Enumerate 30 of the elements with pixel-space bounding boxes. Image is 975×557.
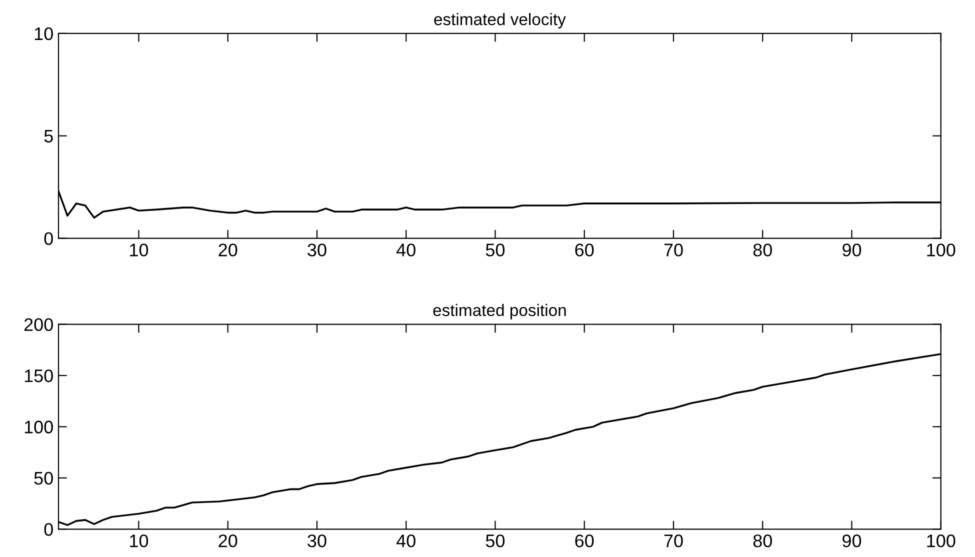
x-tick-label: 80 [753, 534, 772, 548]
x-tick-label: 100 [927, 244, 956, 256]
y-tick-label: 0 [44, 523, 53, 536]
y-tick-label: 200 [24, 318, 53, 332]
y-tick-label: 0 [44, 232, 53, 245]
chart-title: estimated velocity [434, 13, 566, 29]
x-tick-label: 20 [218, 534, 238, 548]
x-tick-label: 50 [486, 244, 505, 256]
x-tick-label: 80 [753, 244, 772, 256]
y-tick-label: 50 [34, 472, 53, 485]
x-tick-label: 60 [575, 534, 594, 548]
y-tick-label: 100 [24, 420, 53, 434]
x-tick-label: 10 [130, 534, 148, 548]
y-tick-label: 5 [44, 130, 53, 143]
y-tick-label: 10 [34, 27, 53, 40]
y-tick-label: 150 [24, 369, 53, 382]
x-tick-label: 90 [842, 244, 862, 256]
x-tick-label: 90 [842, 534, 862, 548]
x-tick-label: 20 [218, 244, 238, 256]
x-tick-label: 30 [308, 534, 326, 548]
x-tick-label: 50 [486, 534, 505, 548]
chart-title: estimated position [433, 304, 566, 320]
x-tick-label: 70 [664, 534, 683, 548]
x-tick-label: 70 [664, 244, 683, 256]
x-tick-label: 30 [308, 244, 326, 256]
x-tick-label: 40 [396, 534, 416, 548]
x-tick-label: 60 [575, 244, 594, 256]
x-tick-label: 10 [130, 244, 148, 256]
x-tick-label: 100 [927, 534, 956, 548]
x-tick-label: 40 [396, 244, 416, 256]
